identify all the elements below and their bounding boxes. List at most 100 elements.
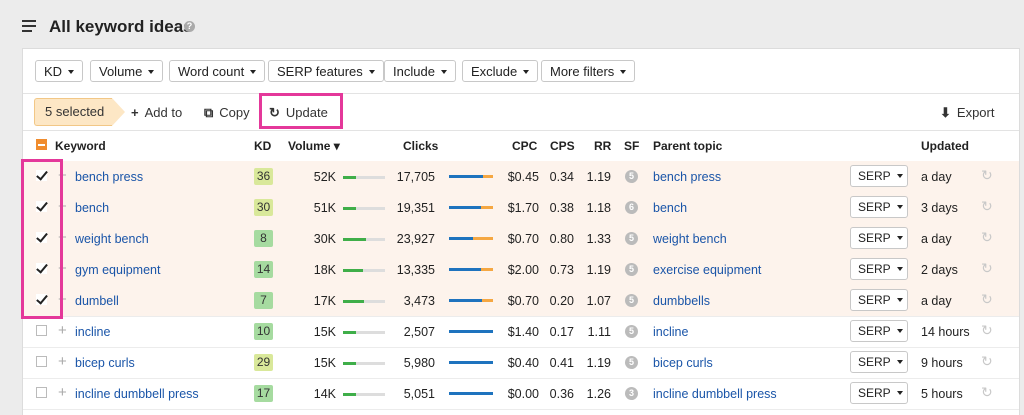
serp-button[interactable]: SERP (850, 351, 908, 373)
sf-count-badge[interactable]: 5 (625, 294, 638, 307)
col-cpc[interactable]: CPC (512, 139, 538, 153)
refresh-icon[interactable]: ↻ (981, 384, 993, 400)
plus-icon[interactable]: + (58, 384, 67, 401)
serp-button[interactable]: SERP (850, 165, 908, 187)
cps-value: 0.80 (549, 232, 574, 246)
serp-button[interactable]: SERP (850, 196, 908, 218)
parent-topic-link[interactable]: dumbbells (653, 294, 710, 308)
row-checkbox[interactable] (36, 356, 47, 367)
parent-topic-link[interactable]: exercise equipment (653, 263, 762, 277)
cps-value: 0.41 (549, 356, 574, 370)
col-updated[interactable]: Updated (921, 139, 969, 153)
clicks-bar (449, 175, 493, 178)
volume-bar (343, 238, 385, 241)
table-row: + gym equipment 14 18K 13,335 $2.00 0.73 1.19 5 e… (23, 254, 1019, 286)
row-checkbox[interactable] (36, 170, 47, 181)
sf-count-badge[interactable]: 5 (625, 263, 638, 276)
select-all-checkbox[interactable] (36, 139, 47, 150)
help-icon[interactable]: ? (184, 21, 195, 32)
keyword-link[interactable]: bench press (75, 170, 144, 184)
parent-topic-link[interactable]: bench (653, 201, 688, 215)
refresh-icon[interactable]: ↻ (981, 198, 993, 214)
hamburger-menu-icon[interactable] (22, 20, 36, 35)
filter-serp-features-button[interactable]: SERP features (268, 60, 384, 82)
volume-value: 30K (313, 232, 336, 246)
sf-count-badge[interactable]: 5 (625, 232, 638, 245)
parent-topic-link[interactable]: bench press (653, 170, 722, 184)
filter-more-filters-button[interactable]: More filters (541, 60, 636, 82)
col-sf[interactable]: SF (624, 139, 640, 153)
col-rr[interactable]: RR (594, 139, 612, 153)
cpc-value: $1.70 (507, 201, 539, 215)
filter-word-count-button[interactable]: Word count (169, 60, 266, 82)
serp-button[interactable]: SERP (850, 382, 908, 404)
updated-value: 14 hours (921, 325, 970, 339)
plus-icon[interactable]: + (58, 322, 67, 339)
serp-button[interactable]: SERP (850, 258, 908, 280)
col-kd[interactable]: KD (254, 139, 272, 153)
refresh-icon[interactable]: ↻ (981, 229, 993, 245)
row-checkbox[interactable] (36, 232, 47, 243)
export-button[interactable]: ⬇ Export (940, 105, 995, 120)
plus-icon[interactable]: + (58, 229, 67, 246)
keyword-link[interactable]: incline (75, 325, 111, 339)
row-checkbox[interactable] (36, 263, 47, 274)
plus-icon[interactable]: + (58, 167, 67, 184)
keyword-link[interactable]: incline dumbbell press (75, 387, 199, 401)
keyword-link[interactable]: bench (75, 201, 110, 215)
sf-count-badge[interactable]: 5 (625, 170, 638, 183)
parent-topic-link[interactable]: weight bench (653, 232, 727, 246)
col-volume[interactable]: Volume ▾ (288, 139, 340, 153)
keyword-link[interactable]: dumbell (75, 294, 119, 308)
row-checkbox[interactable] (36, 325, 47, 336)
caret-down-icon (896, 391, 903, 395)
serp-button[interactable]: SERP (850, 320, 908, 342)
row-checkbox[interactable] (36, 294, 47, 305)
copy-button[interactable]: ⧉ Copy (204, 105, 250, 120)
kd-badge: 30 (254, 199, 273, 216)
keyword-link[interactable]: weight bench (75, 232, 149, 246)
row-checkbox[interactable] (36, 387, 47, 398)
col-cps[interactable]: CPS (550, 139, 575, 153)
add-to-button[interactable]: + Add to (131, 105, 183, 120)
plus-icon[interactable]: + (58, 260, 67, 277)
clicks-value: 5,051 (403, 387, 435, 401)
clicks-value: 13,335 (396, 263, 435, 277)
sf-count-badge[interactable]: 6 (625, 201, 638, 214)
caret-down-icon (896, 236, 903, 240)
serp-button[interactable]: SERP (850, 289, 908, 311)
refresh-icon[interactable]: ↻ (981, 167, 993, 183)
sf-count-badge[interactable]: 3 (625, 387, 638, 400)
refresh-icon[interactable]: ↻ (981, 353, 993, 369)
col-parent-topic[interactable]: Parent topic (653, 139, 723, 153)
update-button[interactable]: ↻ Update (269, 105, 328, 120)
clicks-value: 23,927 (396, 232, 435, 246)
parent-topic-link[interactable]: incline dumbbell press (653, 387, 777, 401)
kd-badge: 36 (254, 168, 273, 185)
plus-icon[interactable]: + (58, 198, 67, 215)
row-checkbox[interactable] (36, 201, 47, 212)
page-title: All keyword ideas (49, 17, 193, 36)
refresh-icon[interactable]: ↻ (981, 322, 993, 338)
col-keyword[interactable]: Keyword (55, 139, 106, 153)
filter-kd-button[interactable]: KD (35, 60, 84, 82)
filter-exclude-button[interactable]: Exclude (462, 60, 539, 82)
keyword-link[interactable]: gym equipment (75, 263, 161, 277)
page-header: All keyword ideas ? (0, 0, 1024, 52)
plus-icon[interactable]: + (58, 291, 67, 308)
parent-topic-link[interactable]: incline (653, 325, 689, 339)
filter-include-button[interactable]: Include (384, 60, 456, 82)
refresh-icon[interactable]: ↻ (981, 260, 993, 276)
refresh-icon[interactable]: ↻ (981, 291, 993, 307)
sf-count-badge[interactable]: 5 (625, 356, 638, 369)
clicks-bar (449, 361, 493, 364)
col-clicks[interactable]: Clicks (403, 139, 439, 153)
plus-icon[interactable]: + (58, 353, 67, 370)
filter-bar: KD Volume Word count SERP features Inclu… (23, 49, 1019, 94)
parent-topic-link[interactable]: bicep curls (653, 356, 713, 370)
kd-badge: 17 (254, 385, 273, 402)
keyword-link[interactable]: bicep curls (75, 356, 135, 370)
filter-volume-button[interactable]: Volume (90, 60, 164, 82)
serp-button[interactable]: SERP (850, 227, 908, 249)
sf-count-badge[interactable]: 5 (625, 325, 638, 338)
